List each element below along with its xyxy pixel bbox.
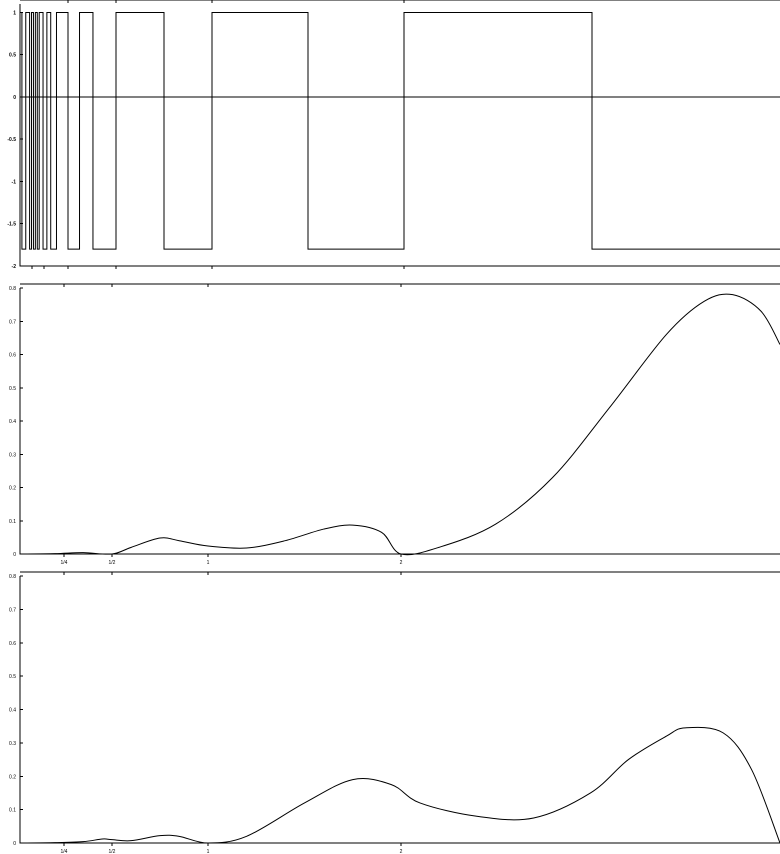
- y-tick-label: 0.7: [9, 607, 16, 613]
- y-tick-label: 0.5: [9, 53, 16, 59]
- axis-lines: [19, 576, 780, 844]
- spectrum-curve: [19, 293, 780, 556]
- x-tick-label: 1/4: [61, 849, 68, 854]
- axis-lines: [19, 288, 780, 555]
- y-tick-label: 0.1: [9, 808, 16, 814]
- y-tick-label: 0: [13, 841, 16, 847]
- y-tick-label: -2: [12, 264, 17, 270]
- y-tick-label: 0.8: [9, 286, 16, 292]
- y-tick-label: 0.8: [9, 574, 16, 580]
- x-tick-label: 2: [400, 560, 403, 566]
- y-tick-label: -0.5: [7, 137, 16, 143]
- y-tick-label: 0.5: [9, 674, 16, 680]
- spectrum-chart-lower: 0.8 0.7 0.6 0.5 0.4 0.3 0.2 0.1 0 1/4 1/2 1 2: [9, 571, 780, 854]
- y-tick-label: -1: [12, 179, 17, 185]
- x-tick-label: 1: [207, 849, 210, 854]
- y-tick-label: 0.5: [9, 386, 16, 392]
- y-tick-label: 0: [13, 552, 16, 558]
- y-tick-label: 0.2: [9, 486, 16, 492]
- y-tick-label: 0.3: [9, 741, 16, 747]
- y-tick-label: 0.3: [9, 452, 16, 458]
- y-tick-label: 0.1: [9, 519, 16, 525]
- y-tick-label: 1: [13, 10, 16, 16]
- y-tick-label: 0.4: [9, 419, 16, 425]
- x-tick-label: 1: [207, 560, 210, 566]
- y-tick-label: 0.2: [9, 774, 16, 780]
- axis-lines: [19, 4, 780, 267]
- y-tick-label: -1.5: [7, 222, 16, 228]
- spectrum-curve: [19, 726, 780, 844]
- y-tick-label: 0.6: [9, 353, 16, 359]
- square-wave-line: [20, 11, 780, 250]
- y-tick-label: 0.4: [9, 708, 16, 714]
- x-tick-label: 1/2: [109, 560, 116, 566]
- y-tick-label: 0.6: [9, 641, 16, 647]
- x-tick-label: 2: [400, 849, 403, 854]
- y-tick-label: 0.7: [9, 319, 16, 325]
- square-wave-chart: 10.50-0.5-1-1.5-21/41/212: [7, 0, 780, 270]
- x-tick-label: 1/2: [109, 849, 116, 854]
- spectrum-chart-upper: 0.8 0.7 0.6 0.5 0.4 0.3 0.2 0.1 0 1/4 1/2 1 2: [9, 283, 780, 566]
- y-tick-label: 0: [13, 95, 16, 101]
- x-tick-label: 1/4: [61, 560, 68, 566]
